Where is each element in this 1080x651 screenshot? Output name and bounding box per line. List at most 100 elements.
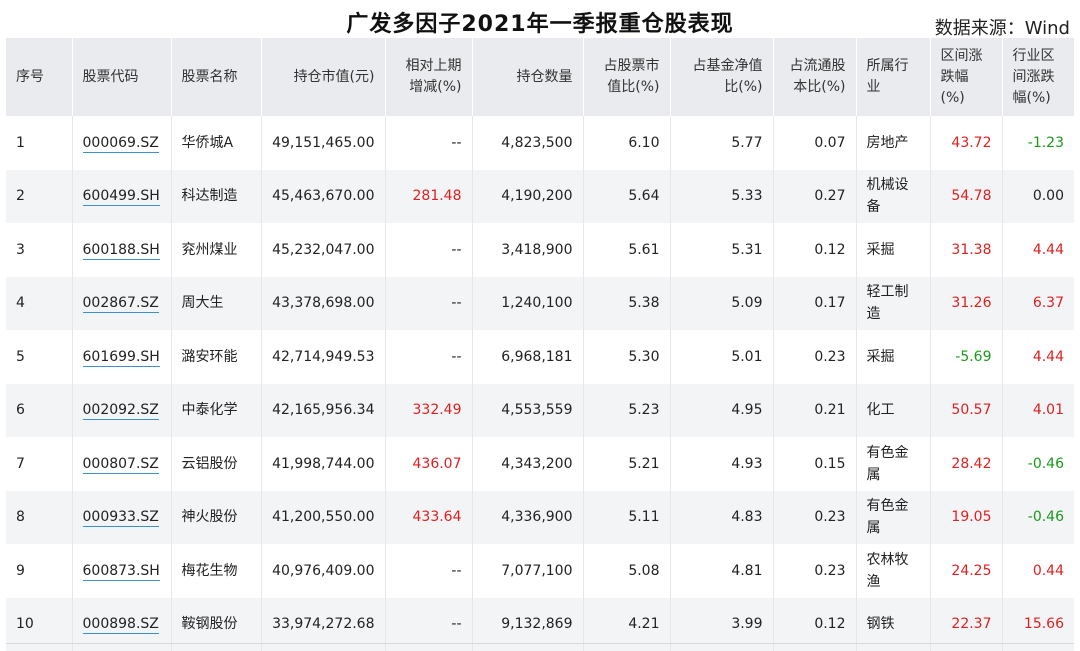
stock-code-link[interactable]: 000898.SZ xyxy=(83,616,159,634)
stock-code-link[interactable]: 600499.SH xyxy=(83,188,160,206)
stock-code-cell: 600188.SH xyxy=(72,223,171,277)
stock-code-link[interactable]: 000069.SZ xyxy=(83,135,159,153)
row-number: 7 xyxy=(6,437,72,491)
period-return: 50.57 xyxy=(930,384,1002,438)
stock-name-value: 梅花生物 xyxy=(182,563,238,579)
period-return-value: 31.26 xyxy=(951,295,991,311)
holding-quantity: 6,968,181 xyxy=(472,330,583,384)
nav-ratio-value: 5.31 xyxy=(731,242,762,258)
stock-value-ratio: 5.11 xyxy=(583,491,670,545)
industry-text: 机械设 xyxy=(867,177,909,193)
holding-value-value: 45,232,047.00 xyxy=(272,242,374,258)
change-vs-prior: 332.49 xyxy=(385,384,472,438)
change-vs-prior: -- xyxy=(385,223,472,277)
holding-quantity-value: 4,553,559 xyxy=(501,402,572,418)
column-header-text: 值比(%) xyxy=(607,79,659,95)
holding-quantity: 4,343,200 xyxy=(472,437,583,491)
stock-code-link[interactable]: 002092.SZ xyxy=(83,402,159,420)
stock-code-link[interactable]: 002867.SZ xyxy=(83,295,159,313)
stock-code-cell: 002867.SZ xyxy=(72,277,171,331)
holding-value-value: 41,200,550.00 xyxy=(272,509,374,525)
stock-name-value: 云铝股份 xyxy=(182,456,238,472)
float-share-ratio: 0.23 xyxy=(773,330,856,384)
column-header-text: 行业区 xyxy=(1013,48,1055,64)
stock-code-cell: 002092.SZ xyxy=(72,384,171,438)
change-vs-prior: 436.07 xyxy=(385,437,472,491)
nav-ratio-value: 5.33 xyxy=(731,188,762,204)
nav-ratio: 4.83 xyxy=(670,491,773,545)
stock-value-ratio-value: 6.10 xyxy=(628,135,659,151)
stock-value-ratio: 5.61 xyxy=(583,223,670,277)
stock-code-cell: 600499.SH xyxy=(72,170,171,224)
stock-value-ratio: 5.30 xyxy=(583,330,670,384)
stock-code-link[interactable]: 000933.SZ xyxy=(83,509,159,527)
holding-value: 42,714,949.53 xyxy=(261,330,385,384)
holding-value: 40,976,409.00 xyxy=(261,544,385,598)
change-vs-prior-value: 281.48 xyxy=(413,188,462,204)
industry-period-return: -1.23 xyxy=(1002,116,1074,170)
period-return-value: 28.42 xyxy=(951,456,991,472)
stock-code-link[interactable]: 601699.SH xyxy=(83,349,160,367)
period-return: -5.69 xyxy=(930,330,1002,384)
nav-ratio: 5.01 xyxy=(670,330,773,384)
industry: 有色金属 xyxy=(856,437,930,491)
change-vs-prior: 433.64 xyxy=(385,491,472,545)
industry-period-return: -0.46 xyxy=(1002,491,1074,545)
period-return: 43.72 xyxy=(930,116,1002,170)
industry: 农林牧渔 xyxy=(856,544,930,598)
stock-name-value: 华侨城A xyxy=(182,135,234,151)
stock-name-value: 科达制造 xyxy=(182,188,238,204)
industry-text: 农林牧 xyxy=(867,552,909,568)
industry: 机械设备 xyxy=(856,170,930,224)
column-header-text: 相对上期 xyxy=(406,58,462,74)
change-vs-prior-value: -- xyxy=(451,242,461,258)
column-header: 持仓市值(元) xyxy=(261,38,385,116)
stock-value-ratio-value: 4.21 xyxy=(628,616,659,632)
row-number: 9 xyxy=(6,544,72,598)
period-return-value: 22.37 xyxy=(951,616,991,632)
industry-period-return-value: 4.44 xyxy=(1033,349,1064,365)
row-number: 1 xyxy=(6,116,72,170)
float-share-ratio-value: 0.15 xyxy=(814,456,845,472)
nav-ratio-value: 5.77 xyxy=(731,135,762,151)
holding-quantity: 1,240,100 xyxy=(472,277,583,331)
nav-ratio-value: 4.81 xyxy=(731,563,762,579)
industry-period-return: 0.00 xyxy=(1002,170,1074,224)
row-number-value: 3 xyxy=(16,242,25,258)
holding-quantity: 4,823,500 xyxy=(472,116,583,170)
stock-value-ratio-value: 5.08 xyxy=(628,563,659,579)
industry-period-return: -0.46 xyxy=(1002,437,1074,491)
float-share-ratio: 0.27 xyxy=(773,170,856,224)
row-number-value: 2 xyxy=(16,188,25,204)
industry: 房地产 xyxy=(856,116,930,170)
stock-code-link[interactable]: 600873.SH xyxy=(83,563,160,581)
industry-period-return-value: 0.44 xyxy=(1033,563,1064,579)
change-vs-prior: -- xyxy=(385,277,472,331)
stock-name-value: 潞安环能 xyxy=(182,349,238,365)
row-number-value: 8 xyxy=(16,509,25,525)
stock-value-ratio: 5.21 xyxy=(583,437,670,491)
industry-period-return-value: -1.23 xyxy=(1028,135,1064,151)
column-header-text: 股票名称 xyxy=(182,69,238,85)
stock-value-ratio: 5.38 xyxy=(583,277,670,331)
column-header: 所属行业 xyxy=(856,38,930,116)
industry-period-return: 4.01 xyxy=(1002,384,1074,438)
stock-value-ratio-value: 5.23 xyxy=(628,402,659,418)
industry-text: 采掘 xyxy=(867,242,895,258)
column-header: 占基金净值比(%) xyxy=(670,38,773,116)
float-share-ratio: 0.21 xyxy=(773,384,856,438)
column-header-text: 比(%) xyxy=(724,79,762,95)
industry-text: 轻工制 xyxy=(867,284,909,300)
change-vs-prior-value: -- xyxy=(451,135,461,151)
period-return-value: 24.25 xyxy=(951,563,991,579)
stock-code-link[interactable]: 600188.SH xyxy=(83,242,160,260)
float-share-ratio-value: 0.12 xyxy=(814,242,845,258)
column-header-text: 间涨跌 xyxy=(1013,69,1055,85)
stock-code-link[interactable]: 000807.SZ xyxy=(83,456,159,474)
